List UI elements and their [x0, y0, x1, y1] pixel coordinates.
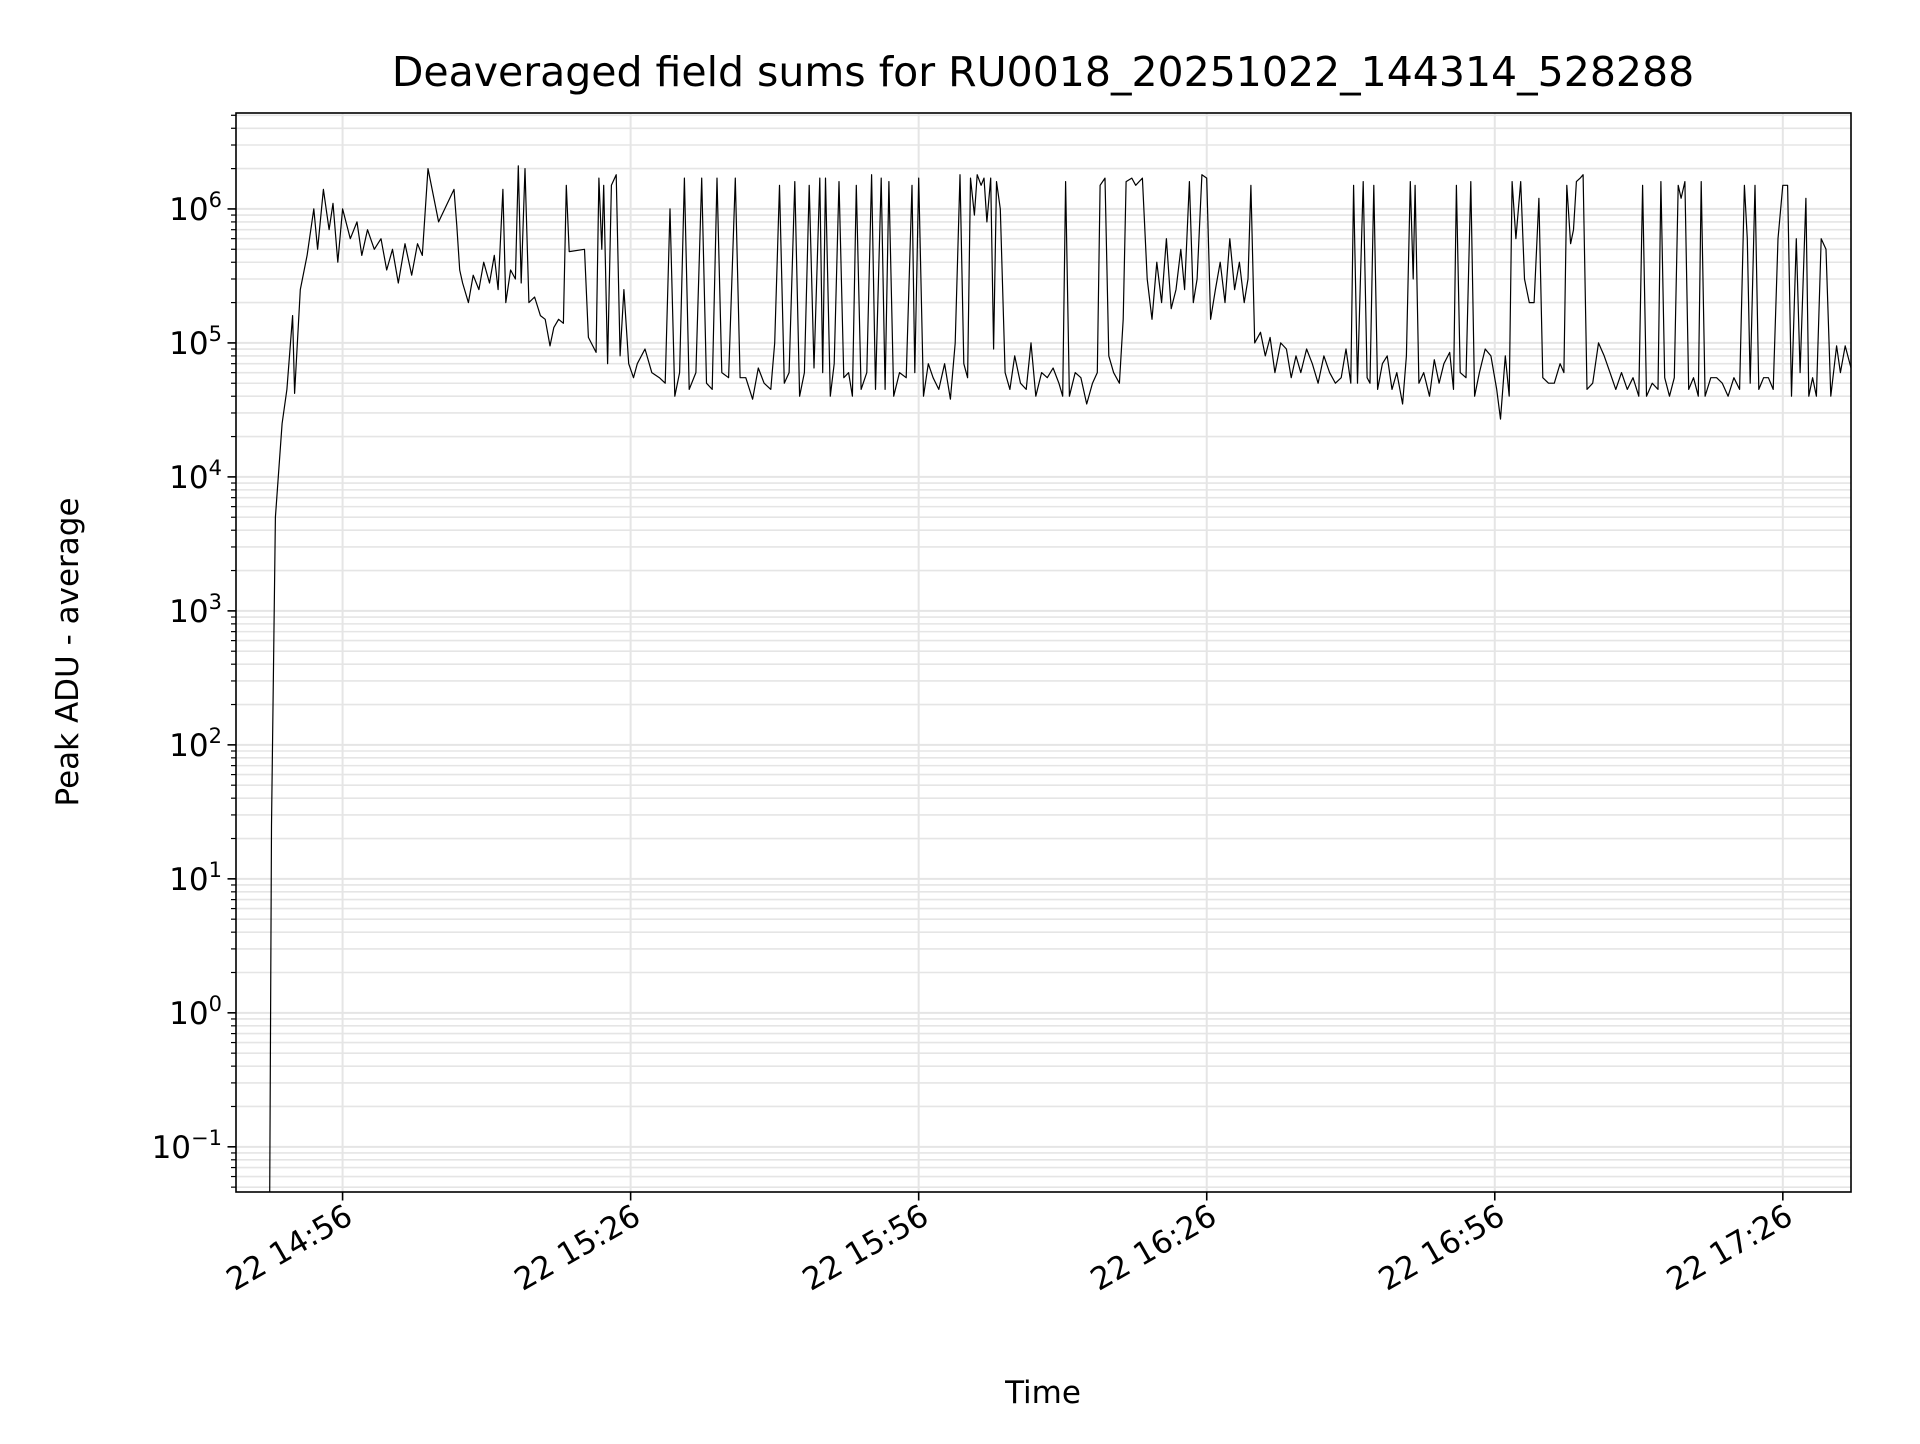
plot-frame — [235, 112, 1852, 1193]
x-tick-label: 22 16:26 — [1085, 1198, 1223, 1298]
y-tick-label: 105 — [169, 322, 222, 362]
x-tick-label: 22 16:56 — [1373, 1198, 1511, 1298]
grid — [236, 113, 1851, 1192]
y-tick-label: 102 — [169, 724, 222, 764]
x-tick-label: 22 15:26 — [509, 1198, 647, 1298]
series-line — [269, 165, 1851, 1192]
y-tick-label: 100 — [169, 992, 222, 1032]
y-tick-label: 104 — [169, 456, 222, 496]
x-tick-label: 22 14:56 — [221, 1198, 359, 1298]
y-tick-label: 103 — [169, 590, 222, 630]
y-tick-label: 106 — [169, 188, 222, 228]
axes: 10−1 100 101 102 103 104 105 106 22 14:56 22 15:2… — [152, 114, 1799, 1298]
x-axis-label: Time — [1004, 1375, 1081, 1411]
data-series — [269, 165, 1851, 1192]
x-tick-label: 22 17:26 — [1661, 1198, 1799, 1298]
x-tick-label: 22 15:56 — [797, 1198, 935, 1298]
y-tick-label: 10−1 — [152, 1126, 222, 1166]
y-axis-label: Peak ADU - average — [50, 497, 86, 806]
chart-title: Deaveraged field sums for RU0018_2025102… — [392, 48, 1694, 96]
y-tick-label: 101 — [169, 858, 222, 898]
